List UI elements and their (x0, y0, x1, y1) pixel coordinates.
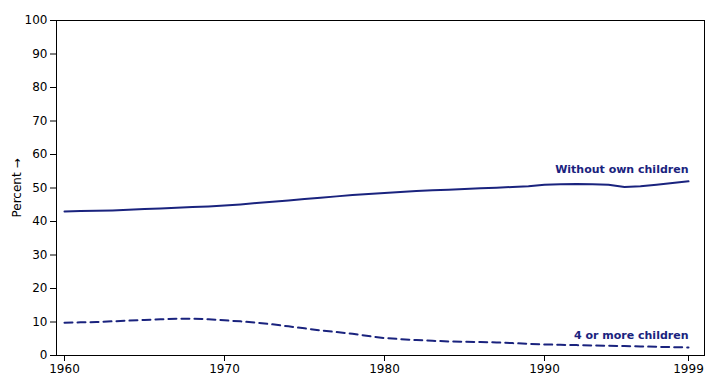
svg-text:60: 60 (32, 147, 47, 161)
svg-text:Percent →: Percent → (10, 158, 24, 217)
svg-text:20: 20 (32, 281, 47, 295)
svg-text:1990: 1990 (529, 362, 560, 376)
svg-text:70: 70 (32, 114, 47, 128)
svg-text:90: 90 (32, 47, 47, 61)
svg-text:40: 40 (32, 214, 47, 228)
svg-text:10: 10 (32, 315, 47, 329)
svg-text:1999: 1999 (673, 362, 704, 376)
svg-text:4 or more children: 4 or more children (574, 329, 689, 342)
svg-text:80: 80 (32, 80, 47, 94)
svg-text:1980: 1980 (369, 362, 400, 376)
svg-text:1960: 1960 (49, 362, 80, 376)
svg-text:1970: 1970 (209, 362, 240, 376)
svg-text:100: 100 (25, 13, 48, 27)
svg-text:50: 50 (32, 181, 47, 195)
svg-text:0: 0 (40, 348, 48, 362)
svg-text:Without own children: Without own children (555, 163, 688, 176)
svg-text:30: 30 (32, 248, 47, 262)
